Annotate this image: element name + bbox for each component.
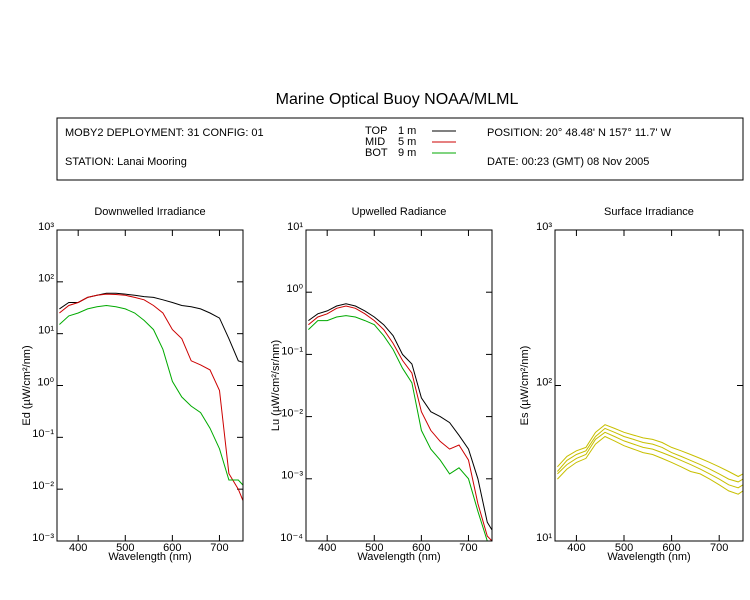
y-tick-label: 10⁰ bbox=[286, 283, 303, 295]
y-tick-label: 10² bbox=[536, 376, 552, 388]
x-tick-label: 500 bbox=[615, 542, 633, 554]
panel-title: Downwelled Irradiance bbox=[94, 206, 205, 218]
y-tick-label: 10⁻¹ bbox=[32, 428, 54, 440]
y-tick-label: 10⁻³ bbox=[281, 470, 303, 482]
date: DATE: 00:23 (GMT) 08 Nov 2005 bbox=[487, 156, 649, 168]
x-tick-label: 600 bbox=[163, 542, 181, 554]
series-line bbox=[308, 305, 493, 542]
plot-frame bbox=[554, 229, 744, 542]
y-tick-label: 10² bbox=[38, 273, 54, 285]
x-tick-label: 700 bbox=[710, 542, 728, 554]
x-tick-label: 500 bbox=[116, 542, 134, 554]
y-tick-label: 10⁻⁴ bbox=[280, 532, 303, 544]
x-tick-label: 600 bbox=[662, 542, 680, 554]
legend-depth: 1 m bbox=[398, 125, 416, 137]
legend-depth: 9 m bbox=[398, 147, 416, 159]
x-axis-label: Wavelength (nm) bbox=[108, 551, 191, 563]
x-tick-label: 400 bbox=[318, 542, 336, 554]
x-tick-label: 700 bbox=[459, 542, 477, 554]
series-line bbox=[308, 303, 493, 531]
legend-name: TOP bbox=[365, 125, 387, 137]
station: STATION: Lanai Mooring bbox=[65, 156, 187, 168]
y-tick-label: 10¹ bbox=[38, 325, 54, 337]
position: POSITION: 20° 48.48' N 157° 11.7' W bbox=[487, 127, 672, 139]
legend-name: BOT bbox=[365, 147, 388, 159]
series-line bbox=[59, 293, 244, 501]
x-tick-label: 500 bbox=[365, 542, 383, 554]
series-line bbox=[557, 435, 744, 495]
plot-frame bbox=[56, 229, 244, 542]
y-tick-label: 10¹ bbox=[536, 532, 552, 544]
x-tick-label: 600 bbox=[412, 542, 430, 554]
y-tick-label: 10⁻³ bbox=[32, 532, 54, 544]
page-title: Marine Optical Buoy NOAA/MLML bbox=[276, 91, 519, 108]
legend-depth: 5 m bbox=[398, 136, 416, 148]
x-tick-label: 400 bbox=[69, 542, 87, 554]
plot-frame bbox=[305, 229, 493, 542]
y-tick-label: 10⁻² bbox=[32, 480, 54, 492]
x-tick-label: 700 bbox=[210, 542, 228, 554]
x-axis-label: Wavelength (nm) bbox=[357, 551, 440, 563]
series-line bbox=[557, 424, 744, 478]
x-axis-label: Wavelength (nm) bbox=[607, 551, 690, 563]
y-tick-label: 10⁰ bbox=[37, 376, 54, 388]
y-tick-label: 10⁻¹ bbox=[281, 345, 303, 357]
y-axis-label: Es (µW/cm²/nm) bbox=[519, 346, 531, 426]
y-tick-label: 10³ bbox=[536, 221, 552, 233]
series-line bbox=[308, 315, 492, 542]
y-axis-label: Lu (µW/cm²/sr/nm) bbox=[270, 340, 282, 431]
series-line bbox=[59, 304, 244, 486]
series-line bbox=[557, 427, 744, 483]
panel-title: Surface Irradiance bbox=[604, 206, 694, 218]
header-box bbox=[56, 117, 744, 181]
y-tick-label: 10³ bbox=[38, 221, 54, 233]
legend-name: MID bbox=[365, 136, 385, 148]
y-tick-label: 10⁻² bbox=[281, 408, 303, 420]
series-line bbox=[557, 431, 744, 489]
y-tick-label: 10¹ bbox=[287, 221, 303, 233]
y-axis-label: Ed (µW/cm²/nm) bbox=[21, 345, 33, 425]
panel-title: Upwelled Radiance bbox=[352, 206, 447, 218]
deployment: MOBY2 DEPLOYMENT: 31 CONFIG: 01 bbox=[65, 127, 264, 139]
x-tick-label: 400 bbox=[567, 542, 585, 554]
